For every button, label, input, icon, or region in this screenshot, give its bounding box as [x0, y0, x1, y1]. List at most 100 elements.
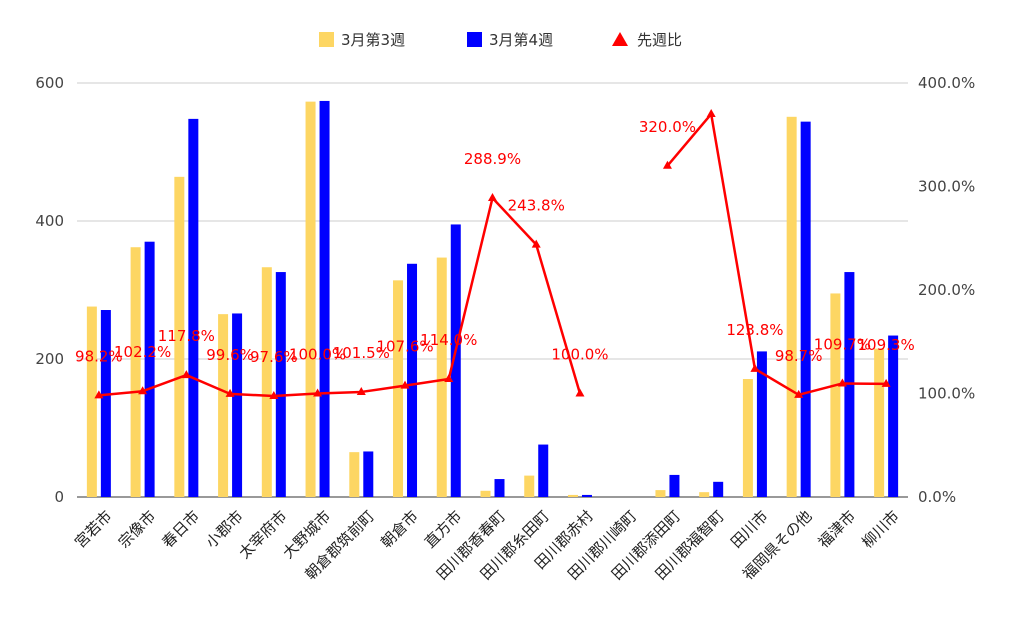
- bar-week3: [699, 492, 710, 497]
- bar-week3: [130, 247, 141, 497]
- ratio-data-label: 99.6%: [206, 346, 254, 364]
- bar-week3: [830, 293, 841, 497]
- ratio-data-label: 97.6%: [250, 348, 298, 366]
- category-label: 春日市: [159, 507, 204, 552]
- right-axis: 0.0% 100.0% 200.0% 300.0% 400.0%: [918, 74, 975, 506]
- bar-week4: [581, 494, 592, 497]
- ratio-data-label: 243.8%: [508, 197, 565, 215]
- bar-series: [86, 100, 899, 497]
- category-label: 柳川市: [858, 507, 903, 552]
- ratio-data-label: 114.0%: [420, 331, 477, 349]
- ratio-point: [444, 374, 454, 383]
- bar-week4: [232, 313, 243, 497]
- ratio-data-label: 100.0%: [551, 346, 608, 364]
- left-axis-tick-label: 0: [54, 488, 64, 506]
- ratio-point: [181, 370, 191, 379]
- ratio-point: [138, 386, 148, 395]
- ratio-data-label: 100.0%: [289, 346, 346, 364]
- line-series: 98.2%102.2%117.8%99.6%97.6%100.0%101.5%1…: [75, 109, 915, 399]
- bar-week4: [669, 474, 680, 497]
- ratio-point: [225, 388, 235, 397]
- legend-label-series-2: 先週比: [637, 31, 682, 49]
- ratio-line: [666, 112, 887, 397]
- bar-week3: [742, 379, 753, 497]
- bar-week3: [655, 490, 666, 497]
- legend-swatch-series-1: [467, 32, 482, 47]
- ratio-data-label: 107.6%: [376, 338, 433, 356]
- ratio-data-label: 320.0%: [639, 118, 696, 136]
- ratio-data-label: 123.8%: [726, 321, 783, 339]
- ratio-point: [837, 378, 847, 387]
- ratio-data-label: 109.7%: [814, 335, 871, 353]
- right-axis-tick-label: 400.0%: [918, 74, 975, 92]
- bar-week3: [524, 475, 535, 497]
- bar-week3: [436, 257, 447, 497]
- ratio-point: [662, 160, 672, 169]
- right-axis-tick-label: 300.0%: [918, 178, 975, 196]
- bar-week4: [275, 272, 286, 497]
- bar-week4: [450, 224, 461, 497]
- bar-week4: [144, 241, 155, 497]
- ratio-point: [706, 109, 716, 118]
- bar-week4: [100, 310, 111, 497]
- ratio-point: [94, 390, 104, 399]
- legend-triangle-icon: [612, 32, 628, 46]
- ratio-point: [400, 380, 410, 389]
- legend: 3月第3週 3月第4週 先週比: [319, 31, 682, 49]
- category-label: 宗像市: [115, 507, 160, 552]
- ratio-point: [575, 388, 585, 397]
- bar-week4: [319, 100, 330, 497]
- ratio-point: [356, 386, 366, 395]
- ratio-point: [488, 192, 497, 201]
- left-axis-tick-label: 600: [35, 74, 64, 92]
- right-axis-tick-label: 200.0%: [918, 281, 975, 299]
- ratio-data-label: 102.2%: [114, 343, 171, 361]
- bar-week3: [786, 116, 797, 497]
- bar-week3: [349, 452, 360, 497]
- category-label: 朝倉市: [377, 507, 422, 552]
- bar-week3: [480, 490, 491, 497]
- left-axis: 0 200 400 600: [35, 74, 64, 506]
- bar-week3: [261, 267, 272, 497]
- legend-swatch-series-0: [319, 32, 334, 47]
- ratio-data-label: 98.7%: [775, 347, 823, 365]
- left-axis-tick-label: 200: [35, 350, 64, 368]
- bar-week4: [800, 121, 811, 497]
- category-label: 福津市: [815, 507, 860, 552]
- bar-week4: [756, 351, 767, 497]
- bar-week4: [363, 451, 374, 497]
- left-axis-tick-label: 400: [35, 212, 64, 230]
- ratio-line: [98, 196, 582, 398]
- ratio-point: [881, 378, 891, 387]
- ratio-data-label: 109.3%: [858, 336, 915, 354]
- bar-week4: [888, 335, 899, 497]
- bar-week3: [86, 306, 97, 497]
- legend-label-series-0: 3月第3週: [341, 31, 405, 49]
- bar-week4: [494, 479, 505, 497]
- ratio-data-label: 288.9%: [464, 150, 521, 168]
- bar-week3: [174, 176, 185, 497]
- bar-week4: [713, 481, 724, 497]
- bar-week3: [874, 348, 885, 497]
- bar-week4: [538, 444, 549, 497]
- bar-week3: [393, 280, 404, 497]
- bar-week3: [567, 494, 578, 497]
- category-label: 宮若市: [71, 507, 116, 552]
- right-axis-tick-label: 0.0%: [918, 488, 956, 506]
- bar-week3: [218, 314, 229, 497]
- ratio-data-label: 101.5%: [333, 344, 390, 362]
- gridlines: [77, 82, 908, 498]
- ratio-point: [269, 390, 279, 399]
- ratio-data-label: 117.8%: [158, 327, 215, 345]
- legend-label-series-1: 3月第4週: [489, 31, 553, 49]
- ratio-point: [313, 388, 323, 397]
- ratio-point: [531, 239, 541, 248]
- ratio-point: [750, 363, 760, 372]
- ratio-data-label: 98.2%: [75, 347, 123, 365]
- right-axis-tick-label: 100.0%: [918, 385, 975, 403]
- bar-week3: [305, 101, 316, 497]
- ratio-point: [794, 389, 804, 398]
